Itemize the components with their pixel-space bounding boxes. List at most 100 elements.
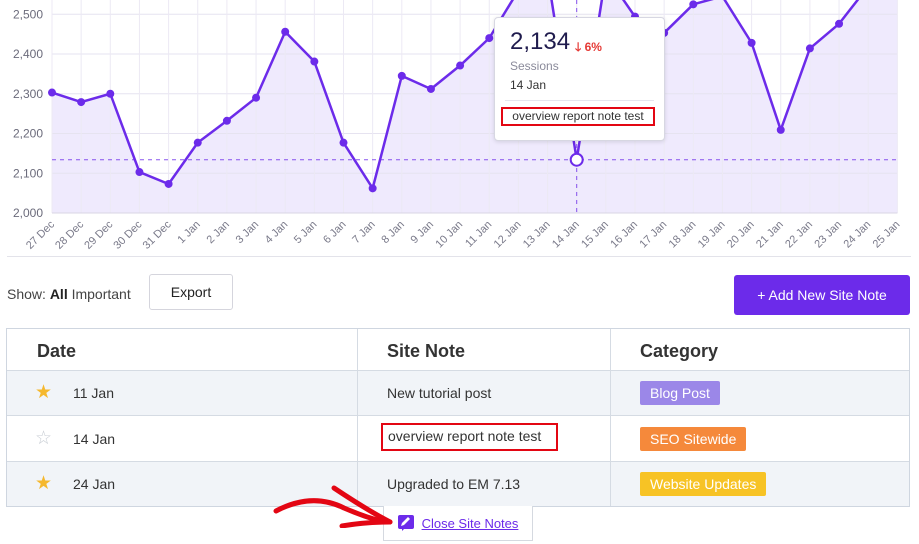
x-tick-label: 3 Jan bbox=[234, 219, 262, 247]
x-tick-label: 19 Jan bbox=[696, 219, 728, 251]
table-header-row: Date Site Note Category bbox=[7, 329, 909, 371]
row-note: Upgraded to EM 7.13 bbox=[387, 476, 521, 492]
arrow-down-icon: 🡓 bbox=[575, 40, 582, 54]
data-point-highlighted bbox=[569, 152, 584, 167]
x-tick-label: 28 Dec bbox=[53, 218, 86, 251]
close-site-notes-button[interactable]: Close Site Notes bbox=[383, 506, 533, 541]
data-point bbox=[222, 116, 231, 125]
filter-label: Show: bbox=[7, 286, 46, 302]
x-tick-label: 9 Jan bbox=[409, 219, 437, 247]
category-badge: Blog Post bbox=[640, 381, 720, 405]
site-notes-table: Date Site Note Category ★ 11 Jan New tut… bbox=[6, 328, 910, 507]
star-outline-icon[interactable]: ☆ bbox=[35, 428, 53, 449]
row-note-highlighted: overview report note test bbox=[381, 423, 558, 451]
tooltip-metric-label: Sessions bbox=[510, 59, 559, 73]
row-date: 24 Jan bbox=[73, 476, 116, 492]
data-point bbox=[805, 44, 814, 53]
x-tick-label: 15 Jan bbox=[579, 219, 611, 251]
y-tick-label: 2,400 bbox=[13, 47, 43, 61]
chart-divider bbox=[7, 256, 911, 257]
data-point bbox=[310, 57, 319, 66]
chart-tooltip: 2,134 🡓 6% Sessions 14 Jan overview repo… bbox=[494, 17, 665, 141]
x-tick-label: 30 Dec bbox=[111, 218, 144, 251]
data-point bbox=[281, 27, 290, 36]
close-site-notes-link[interactable]: Close Site Notes bbox=[421, 515, 519, 531]
category-badge: Website Updates bbox=[640, 472, 767, 496]
export-button[interactable]: Export bbox=[149, 274, 233, 310]
x-tick-label: 16 Jan bbox=[608, 219, 640, 251]
x-tick-label: 25 Jan bbox=[871, 219, 903, 251]
x-tick-label: 29 Dec bbox=[82, 218, 115, 251]
star-filled-icon[interactable]: ★ bbox=[35, 473, 53, 494]
x-tick-label: 11 Jan bbox=[463, 219, 494, 250]
x-tick-label: 1 Jan bbox=[175, 219, 203, 247]
data-point bbox=[339, 138, 348, 147]
data-point bbox=[776, 125, 785, 134]
data-point bbox=[397, 71, 406, 80]
x-tick-label: 22 Jan bbox=[783, 219, 815, 251]
filter-all[interactable]: All bbox=[49, 286, 68, 302]
x-tick-label: 2 Jan bbox=[204, 219, 232, 247]
tooltip-note: overview report note test bbox=[501, 107, 655, 126]
row-note: New tutorial post bbox=[387, 385, 492, 401]
header-category[interactable]: Category bbox=[640, 341, 719, 361]
x-tick-label: 23 Jan bbox=[812, 219, 844, 251]
row-date: 14 Jan bbox=[73, 431, 116, 447]
note-edit-icon bbox=[397, 515, 414, 531]
data-point bbox=[485, 34, 494, 43]
data-point bbox=[426, 84, 435, 93]
y-tick-label: 2,500 bbox=[13, 7, 43, 21]
row-date: 11 Jan bbox=[73, 385, 114, 401]
x-tick-label: 8 Jan bbox=[379, 219, 407, 247]
data-point bbox=[193, 138, 202, 147]
x-tick-label: 7 Jan bbox=[350, 219, 378, 247]
table-row[interactable]: ★ 24 Jan Upgraded to EM 7.13 Website Upd… bbox=[7, 462, 909, 506]
x-tick-label: 24 Jan bbox=[841, 219, 873, 251]
x-tick-label: 17 Jan bbox=[637, 219, 669, 251]
header-date[interactable]: Date bbox=[37, 341, 77, 361]
series-line bbox=[51, 0, 860, 190]
data-point bbox=[456, 61, 465, 70]
header-site-note[interactable]: Site Note bbox=[387, 341, 466, 361]
x-tick-label: 21 Jan bbox=[754, 219, 786, 251]
data-point bbox=[747, 38, 756, 47]
tooltip-change: 🡓 6% bbox=[575, 38, 602, 59]
data-point bbox=[48, 88, 56, 97]
data-point bbox=[835, 19, 844, 28]
area-fill bbox=[52, 0, 898, 213]
data-point bbox=[135, 168, 144, 177]
x-tick-label: 5 Jan bbox=[292, 219, 320, 247]
x-tick-label: 13 Jan bbox=[521, 219, 553, 251]
data-point bbox=[77, 98, 86, 107]
column-divider bbox=[357, 329, 358, 506]
filter-important[interactable]: Important bbox=[71, 286, 131, 302]
filter-show: Show: All Important bbox=[7, 286, 131, 302]
y-tick-label: 2,100 bbox=[13, 166, 43, 180]
y-tick-label: 2,300 bbox=[13, 87, 43, 101]
data-point bbox=[252, 93, 261, 102]
data-point bbox=[689, 0, 698, 9]
red-arrow-annotation bbox=[273, 485, 393, 528]
data-point bbox=[368, 184, 377, 193]
data-point bbox=[106, 89, 115, 98]
add-site-note-button[interactable]: + Add New Site Note bbox=[734, 275, 910, 315]
y-tick-label: 2,000 bbox=[13, 206, 43, 220]
y-tick-label: 2,200 bbox=[13, 127, 43, 141]
tooltip-change-value: 6% bbox=[584, 40, 602, 54]
x-tick-label: 20 Jan bbox=[725, 219, 757, 251]
x-tick-label: 31 Dec bbox=[141, 218, 174, 251]
tooltip-value: 2,134 bbox=[510, 28, 571, 55]
x-tick-label: 12 Jan bbox=[492, 219, 524, 251]
star-filled-icon[interactable]: ★ bbox=[35, 382, 53, 403]
x-tick-label: 10 Jan bbox=[433, 219, 465, 251]
tooltip-date: 14 Jan bbox=[510, 78, 547, 92]
category-badge: SEO Sitewide bbox=[640, 427, 747, 451]
data-point bbox=[164, 179, 173, 188]
tooltip-divider bbox=[505, 100, 654, 101]
x-tick-label: 4 Jan bbox=[263, 219, 291, 247]
column-divider bbox=[610, 329, 611, 506]
x-tick-label: 27 Dec bbox=[24, 218, 57, 251]
table-row[interactable]: ★ 11 Jan New tutorial post Blog Post bbox=[7, 371, 909, 416]
x-tick-label: 14 Jan bbox=[550, 219, 582, 251]
